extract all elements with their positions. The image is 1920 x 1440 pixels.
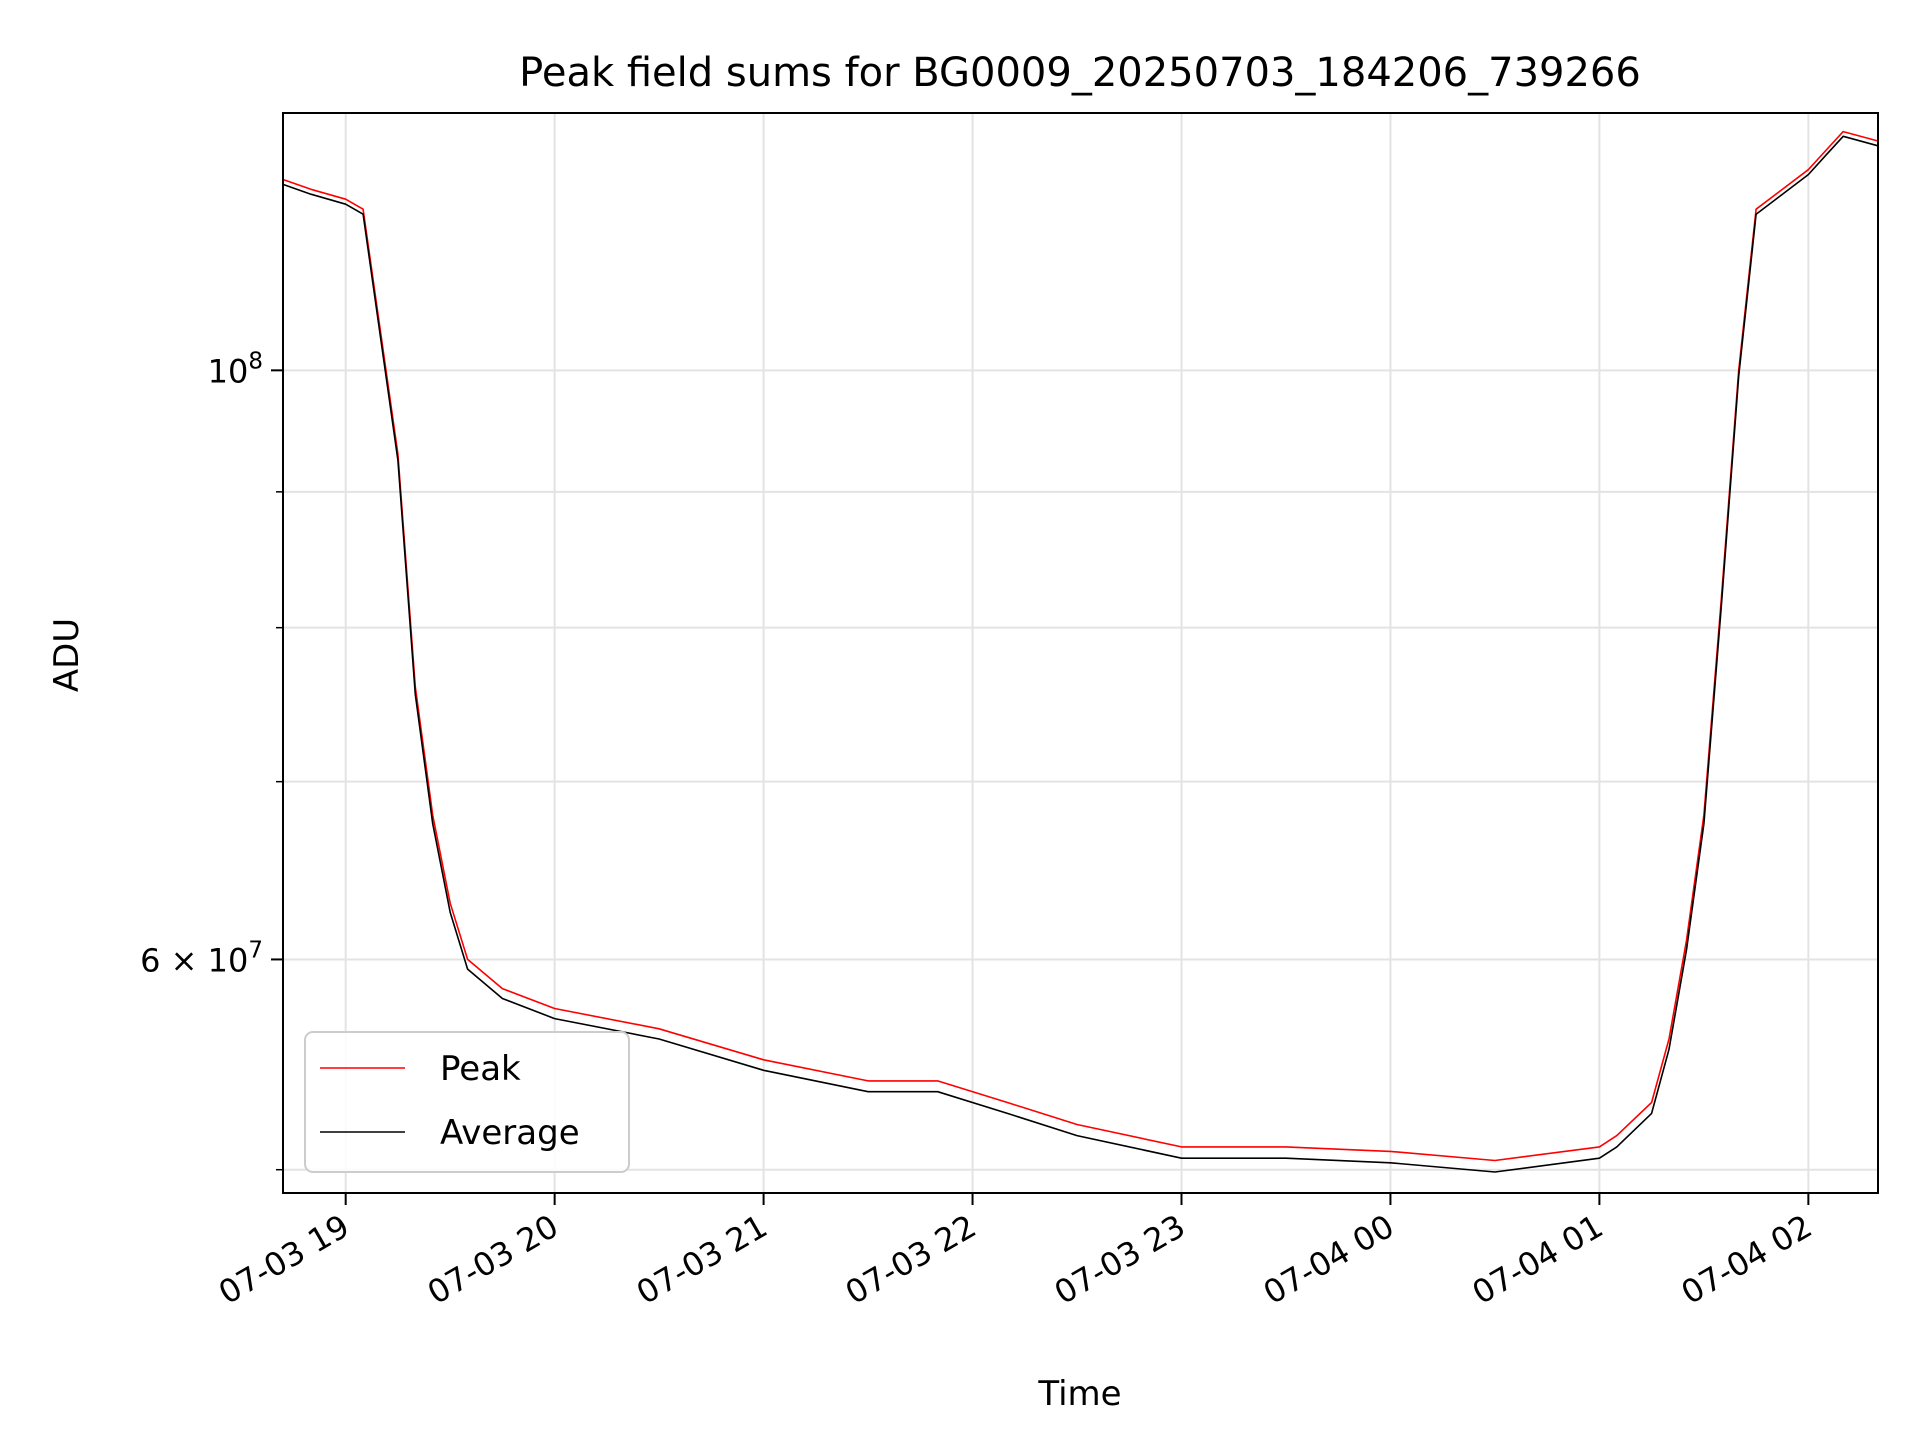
legend-label-average: Average (440, 1113, 580, 1153)
legend: Peak Average (304, 1031, 630, 1173)
chart-title: Peak field sums for BG0009_20250703_1842… (519, 50, 1641, 96)
legend-label-peak: Peak (440, 1049, 521, 1089)
series-line-average (282, 135, 1879, 1173)
legend-box (304, 1031, 630, 1173)
y-tick-label: 6 × 107 (140, 937, 263, 979)
y-tick-label: 108 (208, 348, 263, 390)
y-axis-ticks: 108 6 × 107 (140, 348, 283, 1171)
series-lines (282, 130, 1879, 1173)
x-axis-label: Time (1037, 1374, 1121, 1414)
plot-frame (282, 112, 1879, 1194)
grid (283, 113, 1878, 1193)
y-axis-label: ADU (47, 618, 87, 692)
